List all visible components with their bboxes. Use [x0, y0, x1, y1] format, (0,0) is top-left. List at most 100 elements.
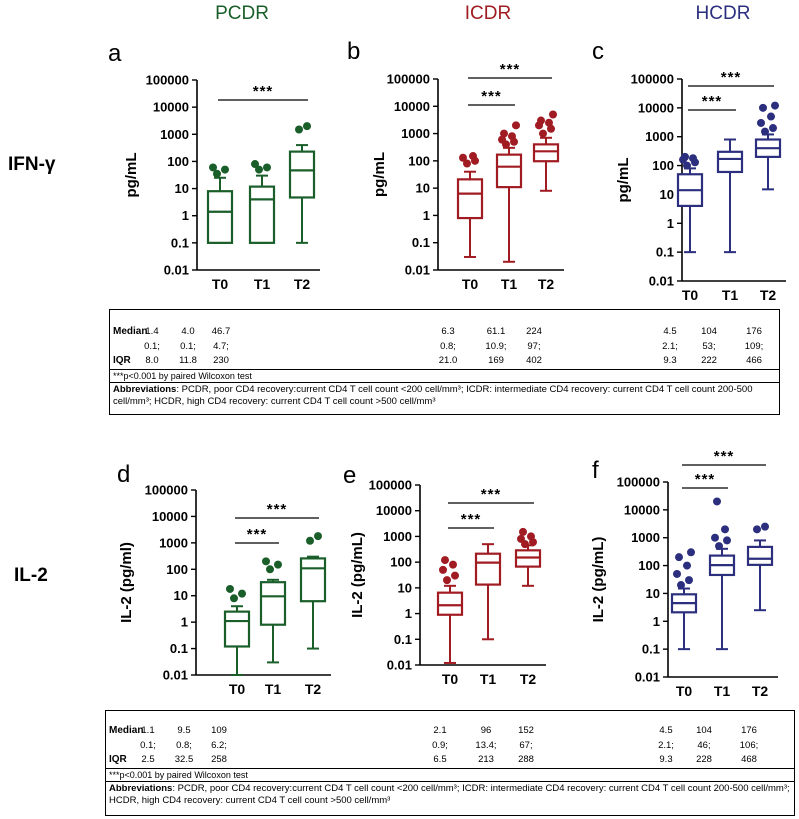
iqr-high-value: 213 [478, 754, 494, 765]
panel-letter-e: e [343, 462, 357, 489]
y-tick-label: 0.1 [394, 632, 412, 647]
significance-stars: *** [481, 88, 502, 105]
y-tick-label: 1 [423, 208, 430, 223]
iqr-high-value: 11.8 [179, 355, 197, 366]
row-label-il-2: IL-2 [14, 565, 48, 586]
median-value: 176 [741, 725, 757, 736]
iqr-low-value: 2.1; [658, 740, 674, 751]
y-tick-label: 100 [638, 558, 660, 573]
group-header-hcdr: HCDR [695, 3, 751, 24]
significance-stars: *** [481, 486, 502, 503]
outlier-point [677, 581, 685, 590]
iqr-high-value: 402 [526, 355, 542, 366]
x-tick-label: T0 [212, 276, 229, 292]
outlier-point [262, 557, 270, 566]
significance-stars: *** [461, 511, 482, 528]
x-tick-label: T0 [442, 671, 459, 687]
outlier-point [711, 533, 719, 542]
median-value: 152 [518, 725, 534, 736]
y-tick-label: 100 [390, 555, 412, 570]
outlier-point [512, 121, 520, 130]
y-tick-label: 10 [416, 181, 430, 196]
outlier-point [761, 127, 769, 136]
y-tick-label: 10 [660, 187, 674, 202]
y-axis-label: pg/mL [123, 153, 140, 198]
y-tick-label: 100 [408, 153, 430, 168]
median-value: 4.0 [181, 326, 195, 337]
outlier-point [508, 132, 516, 141]
panel-letter-f: f [592, 457, 599, 484]
box [206, 190, 234, 244]
iqr-low-value: 6.2; [211, 740, 227, 751]
median-value: 224 [526, 326, 542, 337]
median-value: 46.7 [211, 326, 231, 337]
outlier-point [683, 561, 691, 570]
outlier-point [213, 169, 221, 178]
significance-note: ***p<0.001 by paired Wilcoxon test [109, 770, 248, 780]
outlier-point [303, 122, 311, 131]
iqr-low-value: 0.8; [176, 740, 192, 751]
box [223, 610, 251, 648]
outlier-point [757, 118, 765, 127]
significance-stars: *** [721, 69, 742, 86]
abbreviations-heading: Abbreviations [113, 384, 177, 395]
y-axis-label: IL-2 (pg/ml) [118, 542, 135, 623]
outlier-point [549, 110, 557, 119]
iqr-high-value: 468 [741, 754, 757, 765]
outlier-point [537, 116, 545, 125]
y-tick-label: 0.01 [163, 668, 188, 683]
iqr-high-value: 169 [488, 355, 504, 366]
y-tick-label: 0.1 [642, 642, 660, 657]
outlier-point [459, 153, 467, 162]
panel-letter-a: a [108, 40, 122, 67]
box [259, 581, 287, 626]
box [474, 552, 502, 586]
group-header-icdr: ICDR [464, 3, 512, 24]
y-tick-label: 1 [181, 615, 188, 630]
outlier-point [251, 160, 259, 169]
y-axis-label: IL-2 (pg/mL) [590, 537, 607, 623]
median-value: 104 [701, 326, 717, 337]
y-tick-label: 10000 [638, 100, 674, 115]
outlier-point [469, 152, 477, 161]
il2-summary-table: Median IQR 1.1 0.1; 2.5 9.5 0.8; 32.5 109 6.2; 2… [105, 710, 795, 816]
y-tick-label: 1000 [631, 530, 660, 545]
outlier-point [771, 101, 779, 110]
outlier-point [681, 152, 689, 161]
x-tick-label: T1 [714, 683, 731, 699]
outlier-point [687, 548, 695, 557]
box [746, 545, 774, 566]
iqr-high-value: 466 [746, 355, 762, 366]
y-tick-label: 10000 [394, 99, 430, 114]
iqr-label: IQR [109, 754, 127, 765]
abbreviations-heading: Abbreviations [109, 783, 173, 794]
outlier-point [723, 536, 731, 545]
y-tick-label: 10000 [624, 502, 660, 517]
median-value: 96 [480, 725, 492, 736]
y-tick-label: 1000 [645, 129, 674, 144]
iqr-low-value: 67; [519, 740, 533, 751]
outlier-point [221, 165, 229, 174]
y-tick-label: 10 [646, 586, 660, 601]
outlier-point [306, 536, 314, 545]
iqr-high-value: 258 [211, 754, 227, 765]
iqr-low-value: 0.1; [180, 341, 196, 352]
y-tick-label: 100 [166, 562, 188, 577]
y-tick-label: 1 [182, 208, 189, 223]
outlier-point [519, 527, 527, 536]
outlier-point [443, 576, 451, 585]
y-tick-label: 100000 [146, 73, 189, 88]
iqr-low-value: 106; [739, 740, 759, 751]
outlier-point [689, 154, 697, 163]
row-label-ifn-gamma: IFN-γ [8, 154, 56, 175]
y-tick-label: 10 [398, 580, 412, 595]
outlier-point [721, 525, 729, 534]
y-tick-label: 100000 [145, 483, 188, 498]
iqr-low-value: 13.4; [475, 740, 497, 751]
x-tick-label: T1 [265, 681, 282, 697]
iqr-label: IQR [113, 355, 131, 366]
median-value: 4.5 [663, 326, 677, 337]
outlier-point [527, 532, 535, 541]
y-tick-label: 10 [174, 588, 188, 603]
